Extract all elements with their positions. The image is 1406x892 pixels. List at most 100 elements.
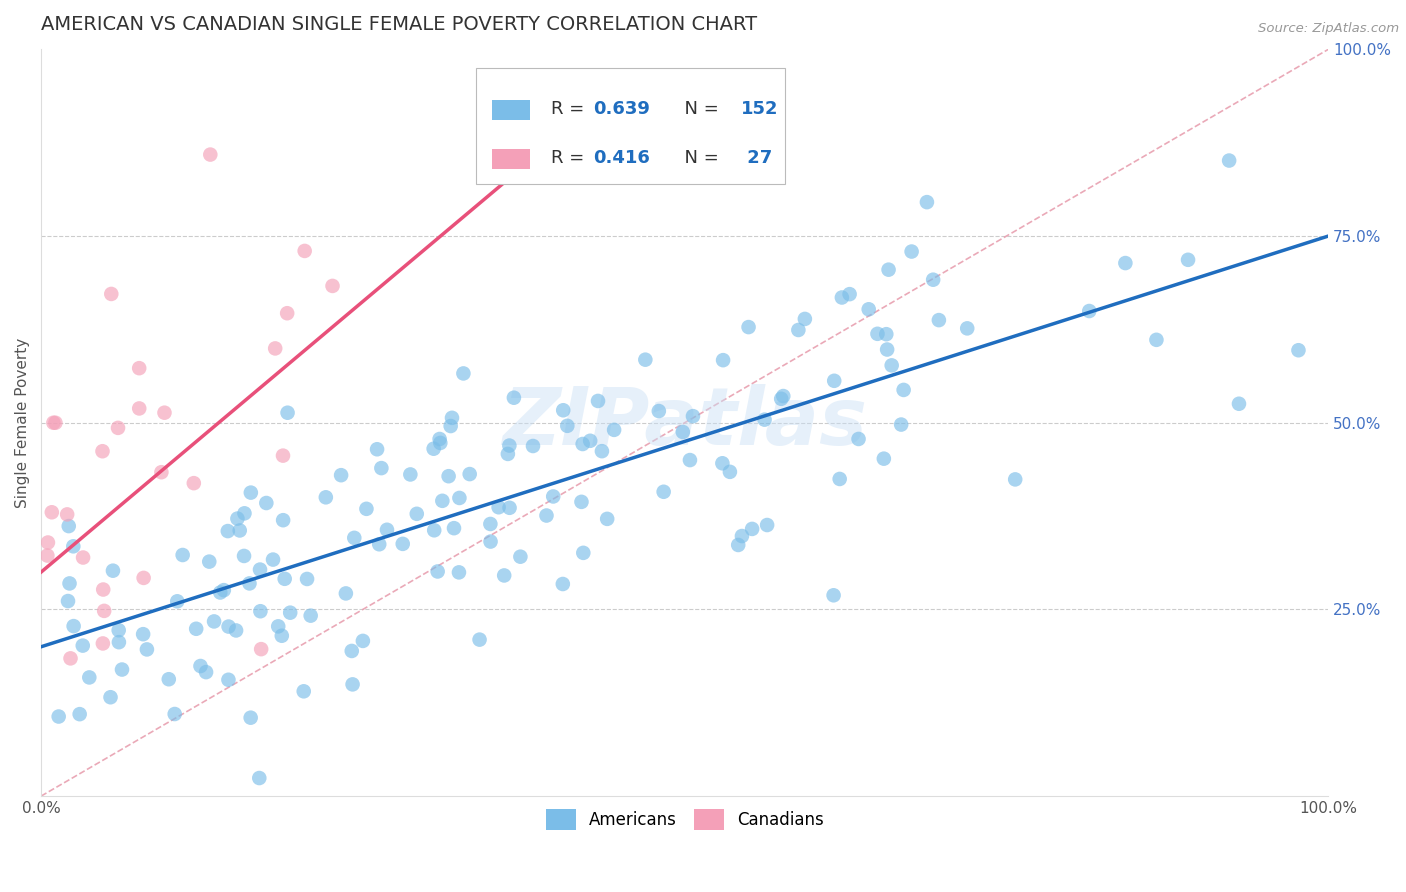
Point: [1114, 256, 1136, 270]
Text: N =: N =: [673, 149, 724, 167]
Point: [756, 518, 779, 533]
Point: [217, 524, 239, 538]
Point: [195, 665, 218, 679]
Text: 0.639: 0.639: [593, 100, 650, 118]
Point: [128, 361, 150, 376]
Point: [111, 663, 134, 677]
Point: [58, 576, 80, 591]
Text: N =: N =: [673, 100, 724, 118]
Point: [1218, 153, 1240, 168]
Point: [217, 673, 239, 687]
Point: [793, 312, 815, 326]
Point: [536, 508, 558, 523]
Point: [479, 534, 502, 549]
Point: [270, 629, 292, 643]
Point: [135, 642, 157, 657]
Point: [928, 313, 950, 327]
Text: R =: R =: [551, 100, 589, 118]
Point: [498, 500, 520, 515]
Point: [711, 456, 734, 470]
Point: [247, 771, 270, 785]
Point: [101, 564, 124, 578]
Point: [315, 491, 337, 505]
Point: [571, 437, 593, 451]
Point: [202, 615, 225, 629]
Point: [391, 537, 413, 551]
Point: [218, 619, 240, 633]
Point: [62, 619, 84, 633]
Point: [91, 444, 114, 458]
Point: [877, 262, 900, 277]
Point: [754, 412, 776, 426]
Point: [375, 523, 398, 537]
Point: [62, 539, 84, 553]
Point: [440, 410, 463, 425]
Point: [183, 476, 205, 491]
Point: [1078, 304, 1101, 318]
Point: [48, 709, 70, 723]
FancyBboxPatch shape: [477, 68, 785, 184]
Point: [249, 604, 271, 618]
Point: [440, 419, 463, 434]
Point: [571, 495, 593, 509]
Point: [727, 538, 749, 552]
Point: [209, 585, 232, 599]
Point: [672, 425, 695, 439]
Point: [271, 513, 294, 527]
Point: [422, 442, 444, 456]
Point: [503, 391, 526, 405]
Text: Source: ZipAtlas.com: Source: ZipAtlas.com: [1258, 22, 1399, 36]
Point: [226, 511, 249, 525]
Point: [579, 434, 602, 448]
Point: [443, 521, 465, 535]
Point: [591, 444, 613, 458]
Point: [426, 565, 449, 579]
Text: 0.416: 0.416: [593, 149, 650, 167]
Point: [876, 343, 898, 357]
Point: [900, 244, 922, 259]
Point: [277, 406, 299, 420]
Point: [432, 493, 454, 508]
Point: [366, 442, 388, 457]
Point: [294, 244, 316, 258]
Point: [711, 353, 734, 368]
Point: [107, 624, 129, 638]
Point: [823, 588, 845, 602]
Point: [172, 548, 194, 562]
Point: [772, 389, 794, 403]
Point: [267, 619, 290, 633]
Point: [343, 531, 366, 545]
Text: AMERICAN VS CANADIAN SINGLE FEMALE POVERTY CORRELATION CHART: AMERICAN VS CANADIAN SINGLE FEMALE POVER…: [41, 15, 758, 34]
Point: [249, 563, 271, 577]
Point: [292, 684, 315, 698]
Point: [634, 352, 657, 367]
Point: [458, 467, 481, 481]
Point: [890, 417, 912, 432]
Point: [91, 636, 114, 650]
Point: [340, 644, 363, 658]
Point: [198, 555, 221, 569]
Point: [880, 359, 903, 373]
Point: [496, 447, 519, 461]
Point: [731, 529, 754, 543]
Point: [447, 566, 470, 580]
Point: [335, 586, 357, 600]
Point: [250, 642, 273, 657]
Point: [238, 576, 260, 591]
Point: [69, 707, 91, 722]
Point: [679, 453, 702, 467]
Point: [278, 606, 301, 620]
Point: [770, 392, 793, 406]
Point: [823, 374, 845, 388]
Point: [79, 670, 101, 684]
Point: [866, 326, 889, 341]
Text: R =: R =: [551, 149, 589, 167]
Point: [91, 582, 114, 597]
Point: [37, 535, 59, 549]
Point: [200, 147, 222, 161]
Point: [59, 651, 82, 665]
Point: [838, 287, 860, 301]
Point: [72, 639, 94, 653]
Point: [225, 624, 247, 638]
Point: [56, 508, 79, 522]
